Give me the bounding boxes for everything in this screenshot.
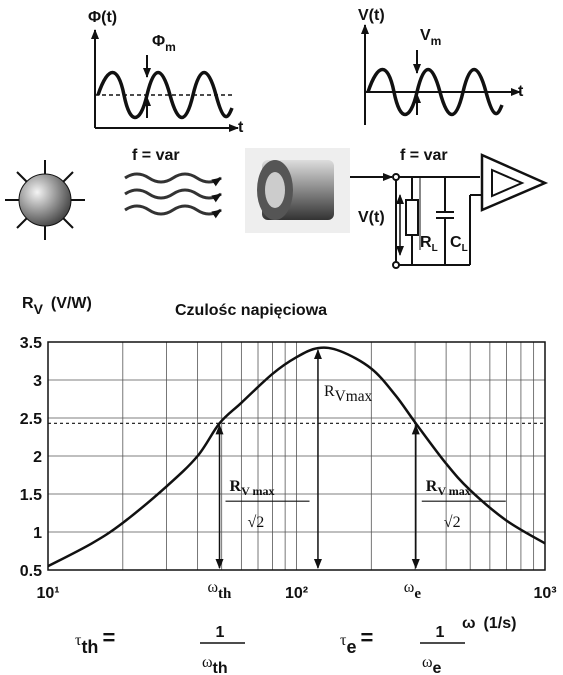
subscript: e [414,586,421,602]
unit: (V/W) [51,295,92,312]
flux-amplitude: Φm [152,33,176,54]
peak-label: RVmax [324,383,373,405]
capacitor-label: CL [450,234,468,254]
subscript: V max [241,484,274,498]
formula-lhs: τe = [340,625,373,657]
subscript: th [213,660,228,675]
symbol: τ [340,632,347,649]
symbol: ω [462,615,476,632]
formula-denominator: ωe [422,654,442,675]
resistor-label: RL [420,234,438,254]
flux-label: Φ(t) [88,9,117,26]
circuit-voltage: V(t) [358,209,385,226]
y-tick-label: 1 [33,525,42,542]
y-tick-label: 0.5 [20,563,42,580]
chart-title: Czulośc napięciowa [175,302,327,319]
y-tick-label: 2.5 [20,411,42,428]
symbol: ω [202,654,213,671]
data-line [47,346,546,568]
symbol: ω [208,579,219,596]
plot-frame [47,341,546,571]
half-max-root: √2 [444,514,461,531]
x-axis-label: ω (1/s) [462,615,516,632]
radiation-source [5,160,85,240]
x-tick-label: 10¹ [36,585,59,602]
subscript: m [165,40,176,54]
y-tick-label: 2 [33,449,42,466]
half-max-root: √2 [248,514,265,531]
subscript: V max [437,484,470,498]
x-tick-label: 10³ [533,585,556,602]
time-label: t [518,83,524,100]
output-label: f = var [400,147,448,164]
formula-numerator: 1 [216,624,225,641]
marker-label: ωth [208,579,233,602]
subscript: V [34,301,44,317]
symbol: R [420,234,432,251]
unit: (1/s) [484,615,517,632]
time-label: t [238,119,244,136]
subscript: th [81,637,98,657]
half-max-label: RV max [426,478,471,498]
circuit [350,153,549,269]
radiation-waves [124,172,222,219]
marker-label: ωe [404,579,422,602]
subscript: L [432,243,438,254]
symbol: R [22,295,34,312]
subscript: L [462,243,468,254]
symbol: Φ [152,33,165,50]
symbol: C [450,234,462,251]
formula-numerator: 1 [436,624,445,641]
subscript: m [431,34,442,48]
formula-denominator: ωth [202,654,228,675]
symbol: ω [404,579,415,596]
symbol: ω [422,654,433,671]
subscript: e [433,660,442,675]
radiation-label: f = var [132,147,180,164]
y-tick-label: 3 [33,373,42,390]
voltage-label: V(t) [358,7,385,24]
flux-plot [91,29,239,132]
symbol: V [420,27,431,44]
voltage-plot [361,24,521,125]
half-max-label: RV max [230,478,275,498]
y-tick-label: 3.5 [20,335,42,352]
voltage-amplitude: Vm [420,27,441,48]
x-tick-label: 10² [285,585,308,602]
symbol: R [426,478,438,495]
y-axis-label: RV (V/W) [22,295,92,317]
subscript: e [346,637,356,657]
formula-lhs: τth = [75,625,115,657]
subscript: th [218,586,232,602]
y-tick-label: 1.5 [20,487,42,504]
symbol: R [324,383,335,400]
equals: = [102,625,115,650]
symbol: τ [75,632,82,649]
symbol: R [230,478,242,495]
detector [245,148,350,233]
equals: = [360,625,373,650]
subscript: Vmax [335,388,373,405]
